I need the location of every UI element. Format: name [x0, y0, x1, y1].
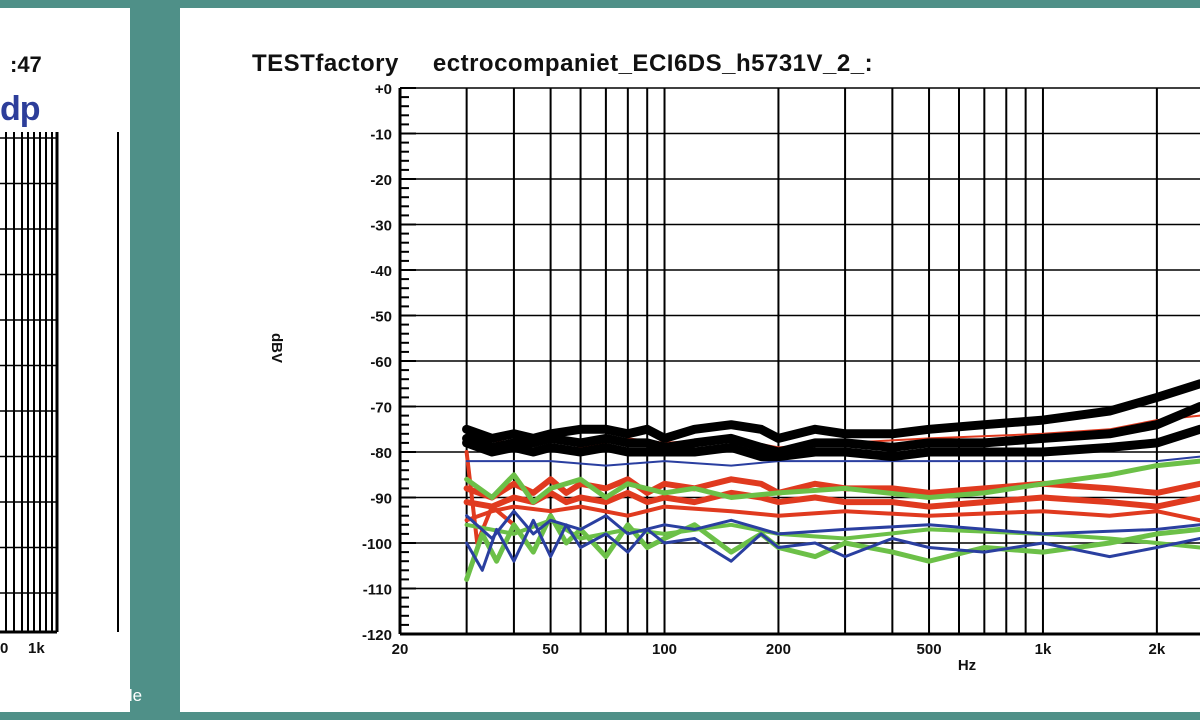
x-axis-label: Hz	[958, 657, 976, 674]
chart-title-line: TESTfactory ectrocompaniet_ECI6DS_h5731V_…	[252, 50, 873, 78]
series-line	[463, 476, 1200, 501]
y-axis-label: dBV	[268, 333, 285, 363]
y-tick-label: -120	[362, 627, 392, 644]
chart-title: TESTfactory	[252, 50, 399, 77]
y-tick-label: -100	[362, 536, 392, 553]
left-x-ticks: 0 1k	[0, 640, 130, 664]
series-line	[464, 450, 516, 545]
chart-plot: +0 -10 -20 -30 -40 -50 -60 -70 -80 -90 -100 -110 -12…	[268, 81, 1200, 674]
series-line	[464, 504, 1200, 523]
x-tick-label: 20	[392, 641, 409, 658]
x-tick-label: 50	[542, 641, 559, 658]
x-tick-label: 1k	[1035, 641, 1052, 658]
left-brand-fragment: dp	[0, 90, 41, 128]
series-line	[465, 509, 1200, 540]
y-tick-label: -40	[370, 263, 392, 280]
left-grid	[0, 132, 119, 634]
y-tick-label: -80	[370, 445, 392, 462]
x-tick-label: 100	[652, 641, 677, 658]
x-tick-label: 500	[917, 641, 942, 658]
series-line	[464, 458, 1200, 505]
main-chart-panel: TESTfactory ectrocompaniet_ECI6DS_h5731V_…	[180, 8, 1200, 712]
x-tick-label: 2k	[1149, 641, 1166, 658]
y-tick-label: -70	[370, 400, 392, 417]
series-line	[463, 489, 1200, 510]
y-tick-label: -90	[370, 491, 392, 508]
y-tick-label: -10	[370, 127, 392, 144]
series-line	[464, 513, 1200, 582]
y-tick-label: -110	[363, 582, 392, 599]
y-tick-label: +0	[375, 81, 392, 98]
left-chart-fragment: :47 dp 0 1k	[0, 8, 130, 712]
y-tick-label: -50	[370, 309, 392, 326]
y-tick-label: -30	[370, 218, 392, 235]
series-line	[465, 518, 1200, 572]
left-x-tick-label: 0	[0, 640, 9, 657]
y-tick-label: -20	[370, 172, 392, 189]
x-tick-label: 200	[766, 641, 791, 658]
series-line	[462, 402, 1200, 457]
y-tick-label: -60	[370, 354, 392, 371]
left-x-tick-label: 1k	[28, 640, 45, 657]
chart-subtitle: ectrocompaniet_ECI6DS_h5731V_2_:	[432, 50, 874, 77]
left-time-fragment: :47	[10, 52, 42, 77]
photo-credit: © Archiv, H. Härle	[8, 686, 143, 705]
series-line	[462, 424, 1200, 462]
series-line	[465, 455, 1200, 467]
